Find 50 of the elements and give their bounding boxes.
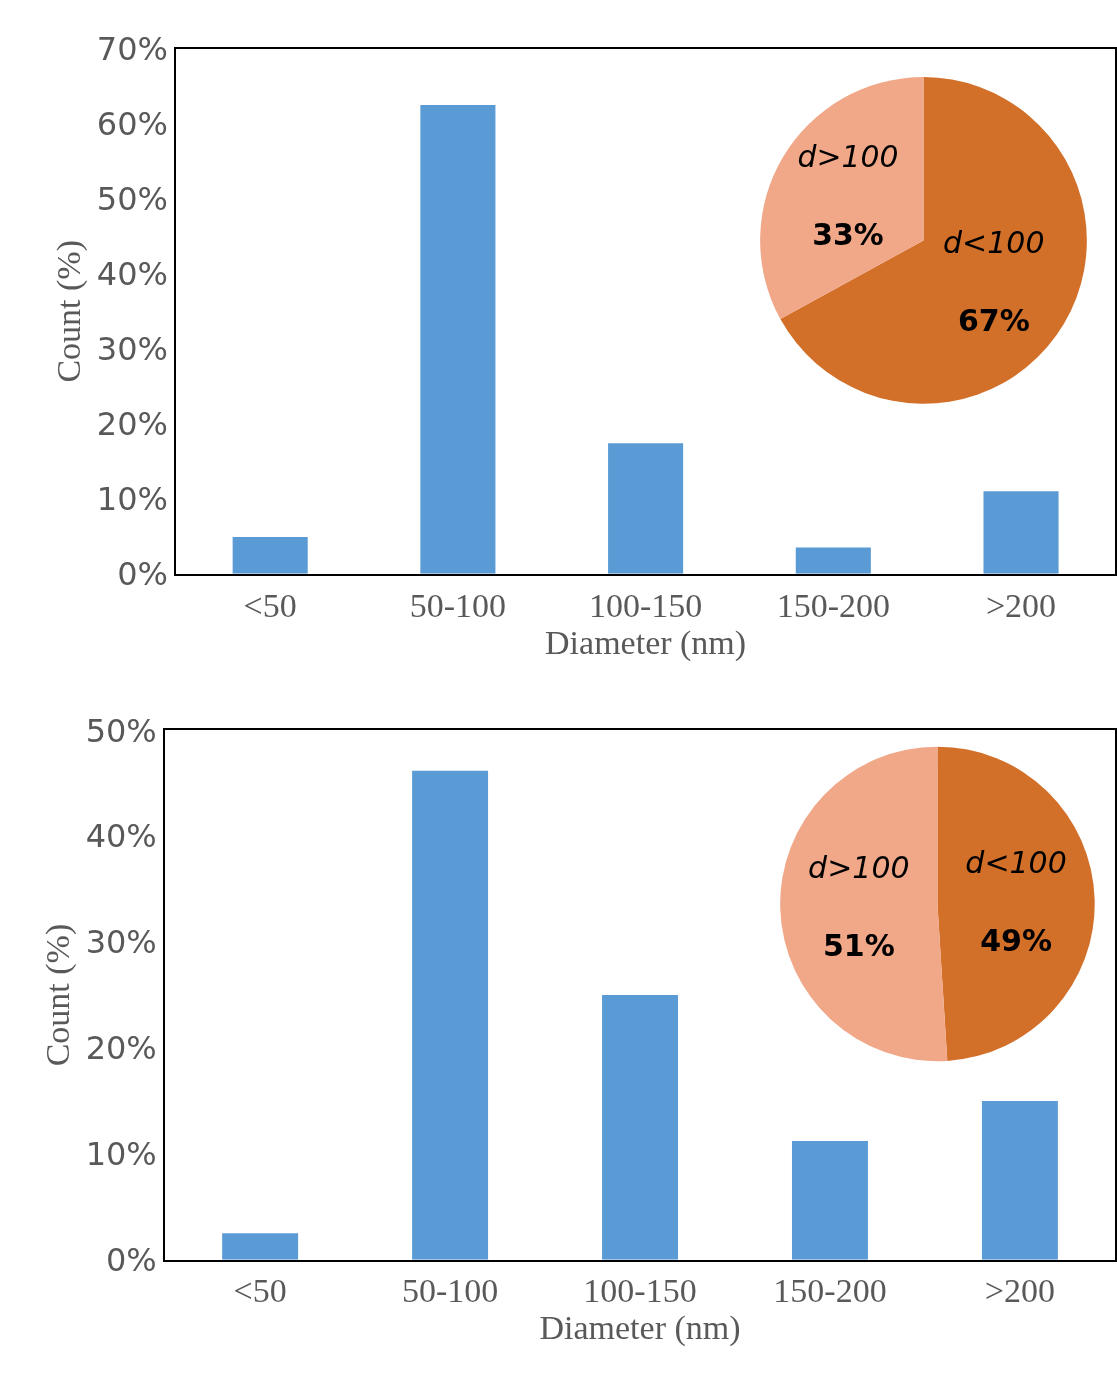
bar xyxy=(795,547,871,574)
x-tick-label: <50 xyxy=(243,586,297,624)
bar xyxy=(412,770,489,1260)
y-tick-label: 70% xyxy=(96,29,168,68)
y-tick-label: 20% xyxy=(96,405,168,444)
y-tick-label: 60% xyxy=(96,104,168,143)
slice-label: d>100 xyxy=(808,849,910,885)
data-label: 49% xyxy=(980,922,1052,958)
bar xyxy=(420,104,496,574)
y-tick-label: 40% xyxy=(96,254,168,293)
bar xyxy=(791,1141,868,1260)
x-tick-label: 100-150 xyxy=(583,1272,697,1310)
x-tick-label: 150-200 xyxy=(773,1272,887,1310)
y-tick-label: 30% xyxy=(85,923,157,962)
x-tick-label: >200 xyxy=(984,1272,1055,1310)
data-label: 67% xyxy=(957,303,1030,339)
x-tick-label: 50-100 xyxy=(401,1272,499,1310)
x-tick-label: >200 xyxy=(985,586,1057,624)
data-label: 33% xyxy=(812,216,884,252)
y-tick-label: 40% xyxy=(85,817,157,856)
y-axis-title: Count (%) xyxy=(49,239,88,383)
y-axis-title: Count (%) xyxy=(38,923,77,1067)
bar xyxy=(981,1100,1058,1260)
pie-slice xyxy=(780,746,948,1061)
pie-slice xyxy=(760,77,924,320)
y-tick-label: 10% xyxy=(85,1135,157,1174)
y-tick-label: 30% xyxy=(96,329,168,368)
slice-label: d>100 xyxy=(797,139,899,175)
bar xyxy=(222,1233,299,1260)
pie-slice xyxy=(780,77,1087,404)
bar xyxy=(608,443,684,574)
x-axis-title: Diameter (nm) xyxy=(545,623,747,662)
y-tick-label: 50% xyxy=(96,179,168,218)
y-tick-label: 0% xyxy=(106,1240,157,1279)
bar xyxy=(602,995,679,1260)
y-tick-label: 10% xyxy=(96,480,168,519)
y-tick-label: 50% xyxy=(85,711,157,750)
y-tick-label: 0% xyxy=(117,555,168,594)
x-tick-label: 100-150 xyxy=(588,586,703,624)
x-tick-label: 150-200 xyxy=(776,586,890,624)
x-tick-label: 50-100 xyxy=(409,586,507,624)
pie-slice xyxy=(937,746,1095,1061)
bar xyxy=(232,537,308,574)
data-label: 51% xyxy=(822,927,895,963)
bar xyxy=(983,491,1059,574)
x-tick-label: <50 xyxy=(233,1272,287,1310)
slice-label: d<100 xyxy=(965,844,1067,880)
x-axis-title: Diameter (nm) xyxy=(539,1309,741,1348)
slice-label: d<100 xyxy=(943,225,1045,261)
y-tick-label: 20% xyxy=(85,1029,157,1068)
